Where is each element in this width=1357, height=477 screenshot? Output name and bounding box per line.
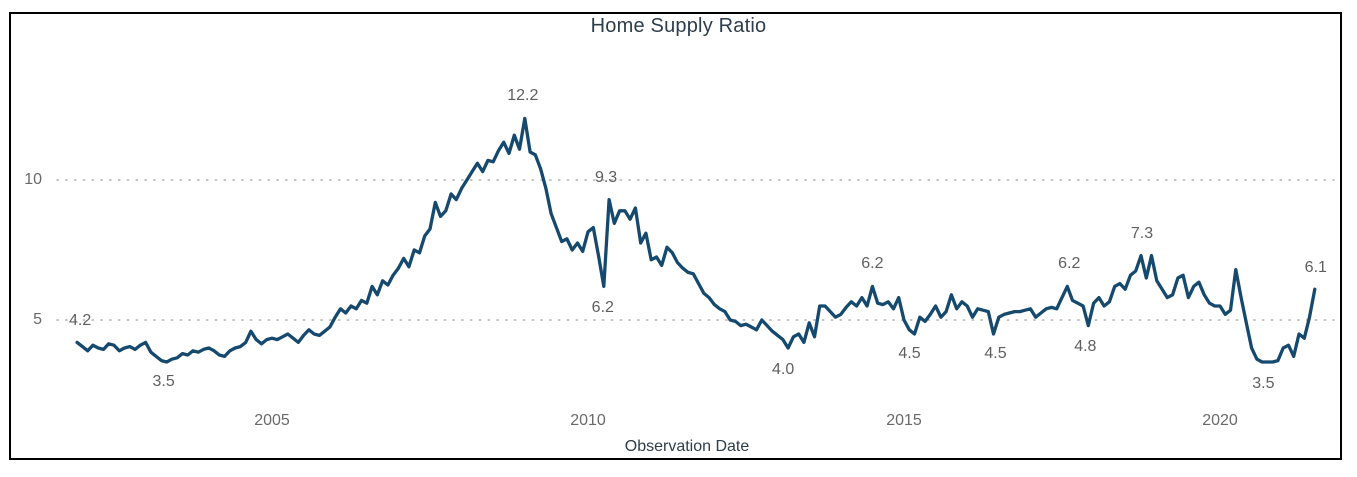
x-tick-label: 2015 (886, 412, 922, 429)
annotation-label: 6.2 (1058, 255, 1081, 273)
y-tick-label: 10 (24, 171, 42, 188)
x-tick-label: 2010 (570, 412, 606, 429)
x-axis-title: Observation Date (624, 438, 750, 455)
annotation-label: 3.5 (1252, 375, 1275, 392)
annotation-label: 4.5 (984, 345, 1007, 362)
x-tick-label: 2005 (254, 412, 290, 429)
annotation-label: 3.5 (152, 373, 175, 390)
annotation-label: 6.1 (1304, 259, 1327, 277)
x-tick-label: 2020 (1202, 412, 1238, 429)
annotation-label: 6.2 (861, 255, 884, 273)
annotation-label: 4.0 (772, 361, 795, 378)
annotation-label: 12.2 (507, 87, 539, 105)
annotation-label: 9.3 (594, 168, 618, 186)
annotation-label: 4.5 (898, 345, 921, 362)
chart-frame (9, 12, 1342, 460)
annotation-label: 4.2 (69, 312, 92, 330)
annotation-label: 7.3 (1130, 224, 1154, 242)
series-line (75, 116, 1317, 364)
gridlines (56, 179, 1335, 321)
annotation-label: 4.8 (1074, 337, 1097, 355)
chart-title: Home Supply Ratio (590, 15, 767, 37)
annotation-label: 6.2 (591, 299, 614, 317)
y-tick-label: 5 (33, 311, 42, 328)
